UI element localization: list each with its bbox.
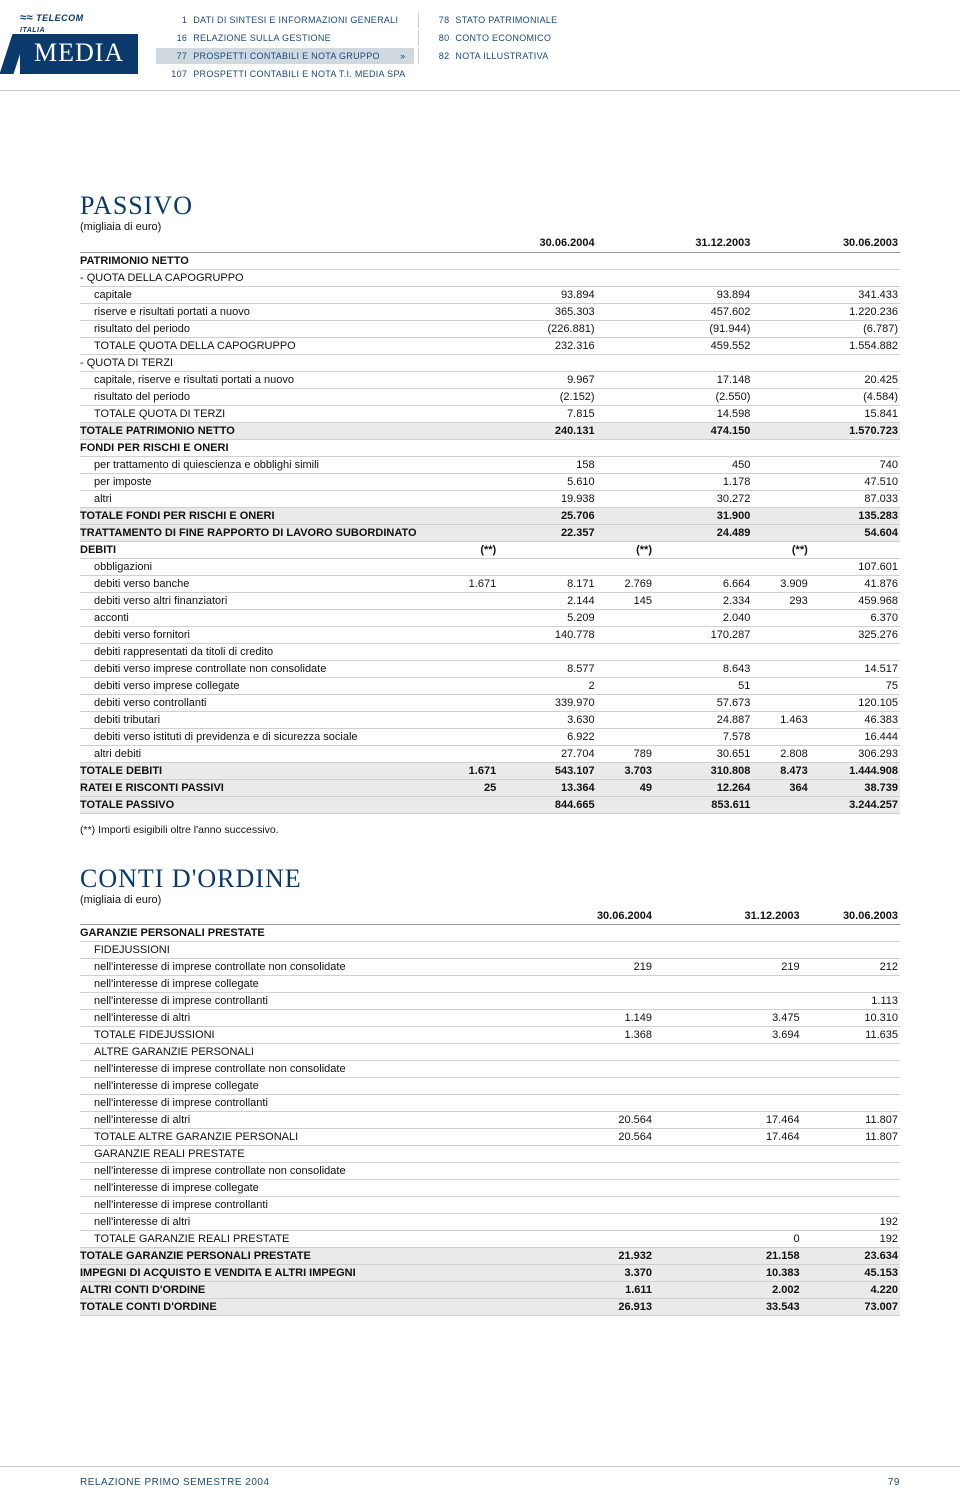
table-row: TOTALE CONTI D'ORDINE26.91333.54373.007 [80,1299,900,1316]
nav-item[interactable]: 1DATI DI SINTESI E INFORMAZIONI GENERALI [156,12,414,28]
table-row: altri19.93830.27287.033 [80,490,900,507]
table-row: risultato del periodo(226.881)(91.944)(6… [80,320,900,337]
table-row: debiti tributari3.63024.8871.46346.383 [80,711,900,728]
table-row: debiti verso fornitori140.778170.287325.… [80,626,900,643]
footer-left: RELAZIONE PRIMO SEMESTRE 2004 [80,1477,270,1488]
table-row: TOTALE PASSIVO844.665853.6113.244.257 [80,796,900,813]
table-row: nell'interesse di imprese controllanti1.… [80,993,900,1010]
nav-item[interactable]: 16RELAZIONE SULLA GESTIONE [156,30,414,46]
table-row: nell'interesse di altri20.56417.46411.80… [80,1112,900,1129]
logo-sub: ITALIA [20,27,45,34]
nav: 1DATI DI SINTESI E INFORMAZIONI GENERALI… [156,12,566,82]
waves-icon: ≈≈ [20,12,33,24]
table-row: debiti verso istituti di previdenza e di… [80,728,900,745]
nav-left: 1DATI DI SINTESI E INFORMAZIONI GENERALI… [156,12,414,82]
conti-title: CONTI D'ORDINE [80,864,900,894]
table-row: GARANZIE REALI PRESTATE [80,1146,900,1163]
passivo-header-row: 30.06.2004 31.12.2003 30.06.2003 [80,235,900,252]
table-row: obbligazioni107.601 [80,558,900,575]
table-row: per imposte5.6101.17847.510 [80,473,900,490]
footer-right: 79 [888,1477,900,1488]
table-row: nell'interesse di altri192 [80,1214,900,1231]
table-row: nell'interesse di imprese controllanti [80,1095,900,1112]
table-row: TOTALE GARANZIE REALI PRESTATE0192 [80,1231,900,1248]
conti-unit: (migliaia di euro) [80,894,900,906]
nav-item[interactable]: 82NOTA ILLUSTRATIVA [418,48,566,64]
table-row: per trattamento di quiescienza e obbligh… [80,456,900,473]
table-row: acconti5.2092.0406.370 [80,609,900,626]
table-row: TRATTAMENTO DI FINE RAPPORTO DI LAVORO S… [80,524,900,541]
nav-right: 78STATO PATRIMONIALE 80CONTO ECONOMICO 82N… [418,12,566,82]
passivo-note: (**) Importi esigibili oltre l'anno succ… [80,824,900,836]
table-row: TOTALE FONDI PER RISCHI E ONERI25.70631.… [80,507,900,524]
table-row: RATEI E RISCONTI PASSIVI2513.3644912.264… [80,779,900,796]
table-row: - QUOTA DELLA CAPOGRUPPO [80,269,900,286]
logo-block: ≈≈ TELECOM ITALIA MEDIA [20,12,138,74]
conti-table: 30.06.2004 31.12.2003 30.06.2003 GARANZI… [80,908,900,1317]
table-row: ALTRE GARANZIE PERSONALI [80,1044,900,1061]
table-row: TOTALE GARANZIE PERSONALI PRESTATE21.932… [80,1248,900,1265]
table-row: DEBITI(**)(**)(**) [80,541,900,558]
table-row: debiti verso imprese collegate25175 [80,677,900,694]
nav-item[interactable]: 107PROSPETTI CONTABILI E NOTA T.I. MEDIA… [156,66,414,82]
table-row: nell'interesse di imprese collegate [80,1180,900,1197]
table-row: IMPEGNI DI ACQUISTO E VENDITA E ALTRI IM… [80,1265,900,1282]
passivo-title: PASSIVO [80,191,900,221]
table-row: riserve e risultati portati a nuovo365.3… [80,303,900,320]
table-row: FIDEJUSSIONI [80,942,900,959]
telecom-logo: ≈≈ TELECOM ITALIA [20,12,84,34]
table-row: nell'interesse di imprese controllanti [80,1197,900,1214]
table-row: debiti rappresentati da titoli di credit… [80,643,900,660]
page-body: PASSIVO (migliaia di euro) 30.06.2004 31… [0,91,960,1346]
table-row: risultato del periodo(2.152)(2.550)(4.58… [80,388,900,405]
media-badge: MEDIA [20,34,138,74]
table-row: TOTALE QUOTA DELLA CAPOGRUPPO232.316459.… [80,337,900,354]
table-row: debiti verso controllanti339.97057.67312… [80,694,900,711]
table-row: TOTALE PATRIMONIO NETTO240.131474.1501.5… [80,422,900,439]
table-row: nell'interesse di imprese controllate no… [80,959,900,976]
table-row: GARANZIE PERSONALI PRESTATE [80,925,900,942]
table-row: FONDI PER RISCHI E ONERI [80,439,900,456]
col-h2: 31.12.2003 [597,235,753,252]
table-row: TOTALE DEBITI1.671543.1073.703310.8088.4… [80,762,900,779]
table-row: altri debiti27.70478930.6512.808306.293 [80,745,900,762]
table-row: debiti verso altri finanziatori2.1441452… [80,592,900,609]
nav-item[interactable]: 78STATO PATRIMONIALE [418,12,566,28]
passivo-unit: (migliaia di euro) [80,221,900,233]
col-h1: 30.06.2004 [498,908,654,925]
table-row: nell'interesse di altri1.1493.47510.310 [80,1010,900,1027]
passivo-table: 30.06.2004 31.12.2003 30.06.2003 PATRIMO… [80,235,900,814]
nav-item[interactable]: 80CONTO ECONOMICO [418,30,566,46]
table-row: debiti verso banche1.6718.1712.7696.6643… [80,575,900,592]
col-h2: 31.12.2003 [654,908,802,925]
table-row: ALTRI CONTI D'ORDINE1.6112.0024.220 [80,1282,900,1299]
logo-brand: TELECOM [36,13,84,23]
footer: RELAZIONE PRIMO SEMESTRE 2004 79 [0,1466,960,1502]
table-row: debiti verso imprese controllate non con… [80,660,900,677]
table-row: nell'interesse di imprese collegate [80,976,900,993]
table-row: TOTALE QUOTA DI TERZI7.81514.59815.841 [80,405,900,422]
col-h3: 30.06.2003 [752,235,900,252]
page-header: ≈≈ TELECOM ITALIA MEDIA 1DATI DI SINTESI… [0,0,960,91]
nav-item[interactable]: 77PROSPETTI CONTABILI E NOTA GRUPPO [156,48,414,64]
table-row: - QUOTA DI TERZI [80,354,900,371]
table-row: capitale, riserve e risultati portati a … [80,371,900,388]
table-row: nell'interesse di imprese controllate no… [80,1163,900,1180]
table-row: TOTALE FIDEJUSSIONI1.3683.69411.635 [80,1027,900,1044]
table-row: nell'interesse di imprese controllate no… [80,1061,900,1078]
conti-header-row: 30.06.2004 31.12.2003 30.06.2003 [80,908,900,925]
col-h3: 30.06.2003 [802,908,900,925]
col-h1: 30.06.2004 [441,235,597,252]
table-row: PATRIMONIO NETTO [80,252,900,269]
table-row: nell'interesse di imprese collegate [80,1078,900,1095]
table-row: TOTALE ALTRE GARANZIE PERSONALI20.56417.… [80,1129,900,1146]
table-row: capitale93.89493.894341.433 [80,286,900,303]
